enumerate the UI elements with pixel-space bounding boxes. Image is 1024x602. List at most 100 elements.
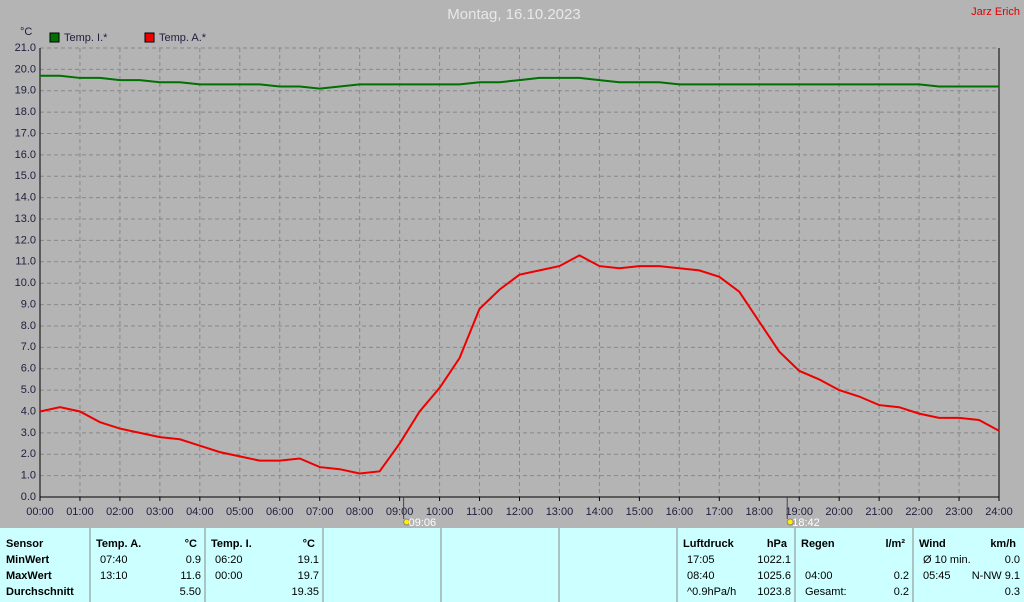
table-cell: ^0.9hPa/h	[687, 586, 736, 598]
table-cell: 05:45	[923, 570, 951, 582]
table-header: l/m²	[885, 538, 905, 550]
x-tick-label: 15:00	[626, 506, 654, 518]
table-cell: 1022.1	[757, 554, 791, 566]
table-cell: 11.6	[180, 570, 201, 582]
table-header: Regen	[801, 538, 835, 550]
table-cell: N-NW 9.1	[972, 570, 1020, 582]
table-cell: 07:40	[100, 554, 128, 566]
x-tick-label: 10:00	[426, 506, 454, 518]
series-line	[39, 254, 1000, 475]
table-header: Temp. A.	[96, 538, 141, 550]
x-tick-label: 19:00	[785, 506, 813, 518]
x-tick-label: 18:00	[745, 506, 773, 518]
table-cell: 06:20	[215, 554, 243, 566]
table-cell: 0.0	[1005, 554, 1020, 566]
y-tick-label: 7.0	[21, 341, 36, 353]
x-tick-label: 17:00	[706, 506, 734, 518]
table-separators	[89, 528, 914, 602]
x-tick-label: 20:00	[825, 506, 853, 518]
y-tick-label: 21.0	[15, 42, 36, 54]
x-tick-label: 14:00	[586, 506, 614, 518]
x-tick-label: 04:00	[186, 506, 214, 518]
y-tick-label: 1.0	[21, 470, 36, 482]
y-tick-label: 10.0	[15, 277, 36, 289]
sun-icon	[786, 518, 794, 526]
legend-swatch	[144, 32, 155, 43]
y-tick-label: 15.0	[15, 170, 36, 182]
sun-label: 09:06	[409, 517, 437, 529]
y-tick-label: 18.0	[15, 106, 36, 118]
y-tick-label: 9.0	[21, 298, 36, 310]
y-tick-label: 12.0	[15, 234, 36, 246]
y-tick-label: 6.0	[21, 363, 36, 375]
chart-title: Montag, 16.10.2023	[447, 6, 580, 23]
y-tick-label: 8.0	[21, 320, 36, 332]
table-header: Sensor	[6, 538, 44, 550]
table-background	[0, 528, 1024, 602]
table-cell: 19.7	[298, 570, 319, 582]
x-tick-label: 22:00	[905, 506, 933, 518]
legend-label: Temp. A.*	[159, 32, 207, 44]
y-tick-label: 14.0	[15, 192, 36, 204]
row-label: MinWert	[6, 554, 50, 566]
table-cell: 13:10	[100, 570, 128, 582]
x-tick-label: 13:00	[546, 506, 574, 518]
table-cell: 1023.8	[757, 586, 791, 598]
table-header: km/h	[990, 538, 1016, 550]
y-tick-label: 11.0	[15, 256, 36, 268]
table-cell: 0.3	[1005, 586, 1020, 598]
y-tick-label: 19.0	[15, 85, 36, 97]
table-header: Luftdruck	[683, 538, 735, 550]
y-tick-label: 4.0	[21, 405, 36, 417]
table-cell: 19.35	[291, 586, 319, 598]
row-label: MaxWert	[6, 570, 52, 582]
table-cell: Gesamt:	[805, 586, 847, 598]
legend-label: Temp. I.*	[64, 32, 108, 44]
x-tick-label: 02:00	[106, 506, 134, 518]
y-tick-label: 17.0	[15, 127, 36, 139]
x-tick-label: 11:00	[466, 506, 493, 518]
table-cell: Ø 10 min.	[923, 554, 971, 566]
x-tick-label: 21:00	[865, 506, 893, 518]
table-cell: 0.2	[894, 586, 909, 598]
table-header: °C	[185, 538, 197, 550]
x-tick-label: 16:00	[666, 506, 694, 518]
x-tick-label: 06:00	[266, 506, 294, 518]
x-tick-label: 12:00	[506, 506, 534, 518]
chart-background	[0, 0, 1024, 528]
y-tick-label: 5.0	[21, 384, 36, 396]
sun-icon	[403, 518, 411, 526]
series-line	[40, 74, 999, 90]
y-tick-label: 0.0	[21, 491, 36, 503]
table-header: °C	[303, 538, 315, 550]
x-tick-label: 09:00	[386, 506, 414, 518]
x-tick-label: 00:00	[26, 506, 54, 518]
x-tick-label: 24:00	[985, 506, 1013, 518]
table-header: Wind	[919, 538, 946, 550]
y-tick-label: 20.0	[15, 63, 36, 75]
y-tick-label: 16.0	[15, 149, 36, 161]
x-tick-label: 05:00	[226, 506, 254, 518]
table-cell: 08:40	[687, 570, 715, 582]
table-cell: 04:00	[805, 570, 833, 582]
y-tick-label: 3.0	[21, 427, 36, 439]
table-header: Temp. I.	[211, 538, 252, 550]
table-cell: 17:05	[687, 554, 715, 566]
sun-label: 18:42	[792, 517, 820, 529]
table-cell: 5.50	[180, 586, 201, 598]
table-cell: 0.9	[186, 554, 201, 566]
y-tick-label: 13.0	[15, 213, 36, 225]
table-header: hPa	[767, 538, 788, 550]
table-cell: 1025.6	[757, 570, 791, 582]
table-cell: 19.1	[298, 554, 319, 566]
table-cell: 00:00	[215, 570, 243, 582]
legend-swatch	[49, 32, 60, 43]
table-cell: 0.2	[894, 570, 909, 582]
x-tick-label: 08:00	[346, 506, 374, 518]
x-tick-label: 01:00	[66, 506, 94, 518]
y-unit: °C	[20, 26, 32, 38]
x-tick-label: 07:00	[306, 506, 334, 518]
y-tick-label: 2.0	[21, 448, 36, 460]
x-tick-label: 03:00	[146, 506, 174, 518]
